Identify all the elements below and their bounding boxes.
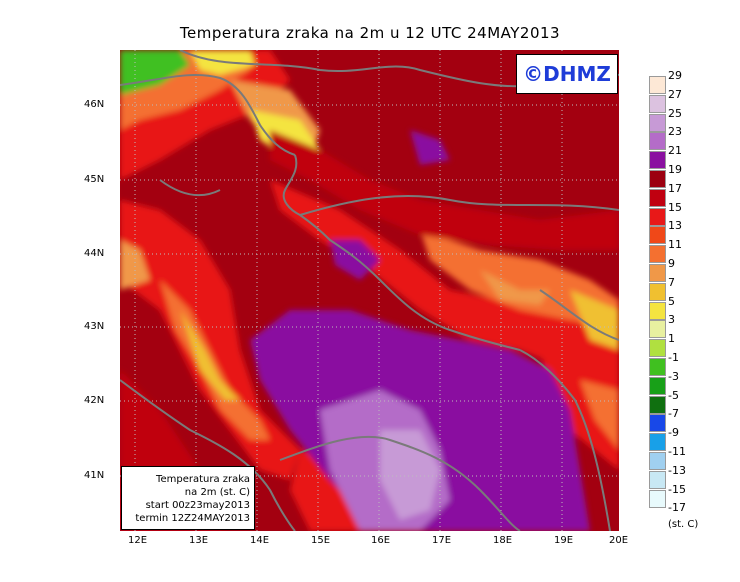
legend-swatch (649, 188, 666, 207)
legend-label: 27 (668, 87, 682, 101)
legend-swatch (649, 452, 666, 470)
legend-swatch (649, 301, 666, 320)
lon-label-14e: 14E (250, 535, 270, 546)
legend-label: 17 (668, 181, 682, 195)
graticule (120, 50, 619, 531)
legend-swatch (649, 320, 666, 339)
legend-label: 11 (668, 238, 682, 252)
lon-label-13e: 13E (189, 535, 209, 546)
legend-label: 9 (668, 257, 675, 270)
legend-label: -7 (668, 407, 679, 421)
legend-swatch (649, 264, 666, 282)
legend-label: 21 (668, 144, 682, 158)
lat-label-41n: 41N (84, 470, 105, 481)
legend-label: -9 (668, 426, 679, 440)
legend-label: -11 (668, 445, 686, 458)
legend-label: -15 (668, 482, 686, 496)
legend-label: 5 (668, 294, 675, 308)
legend-swatch (649, 414, 666, 433)
info-line-3: start 00z23may2013 (145, 500, 250, 511)
lon-label-16e: 16E (371, 535, 391, 546)
info-line-4: termin 12Z24MAY2013 (135, 513, 250, 524)
legend-label: 23 (668, 125, 682, 139)
temperature-field (120, 50, 619, 531)
lat-label-45n: 45N (84, 174, 105, 185)
legend-label: 13 (668, 219, 682, 233)
info-line-2: na 2m (st. C) (184, 487, 250, 498)
lat-label-44n: 44N (84, 248, 105, 259)
lat-label-42n: 42N (84, 395, 105, 406)
legend-swatch (649, 395, 666, 414)
info-line-1: Temperatura zraka (156, 474, 250, 485)
legend-swatch (649, 151, 666, 170)
legend-label: 19 (668, 163, 682, 176)
dhmz-logo: ©DHMZ (516, 54, 618, 94)
coastlines (120, 50, 619, 531)
legend-swatch (649, 226, 666, 245)
temperature-map (120, 50, 619, 531)
legend-swatch (649, 170, 666, 188)
lon-label-15e: 15E (311, 535, 331, 546)
legend-label: 7 (668, 275, 675, 289)
legend-label: 25 (668, 106, 682, 120)
lat-label-46n: 46N (84, 99, 105, 110)
lon-label-17e: 17E (432, 535, 452, 546)
legend-swatch (649, 339, 666, 358)
lon-label-19e: 19E (554, 535, 574, 546)
legend-swatch (649, 207, 666, 226)
legend-label: 3 (668, 313, 675, 327)
legend-label: 1 (668, 332, 675, 346)
lat-label-43n: 43N (84, 321, 105, 332)
legend-swatch (649, 470, 666, 489)
legend-swatch (649, 245, 666, 264)
legend-swatch (649, 113, 666, 132)
legend-unit: (st. C) (668, 519, 699, 530)
legend-swatch (649, 94, 666, 113)
legend-label: 15 (668, 200, 682, 214)
legend-swatch (649, 376, 666, 395)
legend-label: -3 (668, 369, 679, 383)
legend-swatch (649, 358, 666, 376)
lon-label-18e: 18E (493, 535, 513, 546)
legend-label: 29 (668, 69, 682, 82)
legend-label: -1 (668, 351, 679, 364)
legend-label: -17 (668, 501, 686, 515)
chart-title: Temperatura zraka na 2m u 12 UTC 24MAY20… (179, 24, 561, 42)
legend-label: -13 (668, 463, 686, 477)
legend-swatch (649, 489, 666, 508)
legend-swatch (649, 282, 666, 301)
lon-label-12e: 12E (128, 535, 148, 546)
legend-swatch (649, 433, 666, 452)
lon-label-20e: 20E (609, 535, 629, 546)
legend-swatch (649, 132, 666, 151)
legend-swatch (649, 76, 666, 94)
info-box: Temperatura zraka na 2m (st. C) start 00… (121, 466, 255, 530)
legend-label: -5 (668, 388, 679, 402)
